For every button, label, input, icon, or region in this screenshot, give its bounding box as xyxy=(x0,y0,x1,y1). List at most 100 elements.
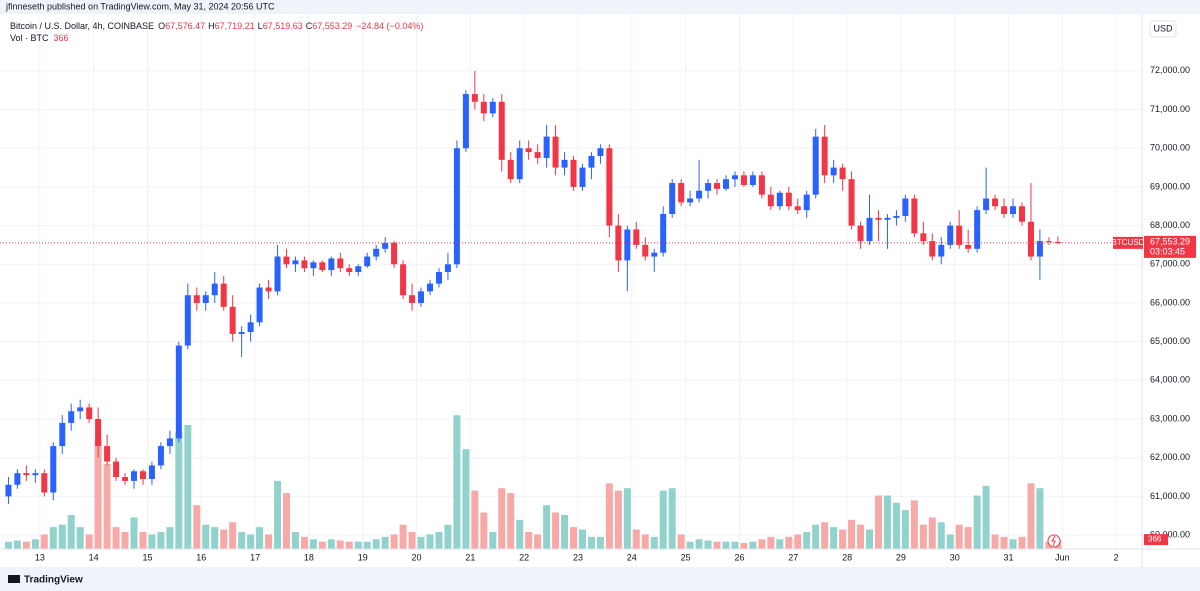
volume-bar xyxy=(426,534,434,549)
volume-bar xyxy=(883,495,891,549)
volume-bar xyxy=(641,534,649,549)
volume-bar xyxy=(256,527,264,549)
candle-body xyxy=(220,283,227,307)
ohlc-key: C xyxy=(306,21,313,31)
volume-bar xyxy=(507,493,515,549)
volume-bar xyxy=(211,527,219,549)
x-tick-label: 16 xyxy=(196,552,206,562)
volume-bar xyxy=(399,524,407,549)
volume-bar xyxy=(830,527,838,549)
candle-body xyxy=(1036,241,1043,257)
candle-body xyxy=(1010,206,1017,214)
x-tick-label: 21 xyxy=(465,552,475,562)
bottom-bar xyxy=(0,567,1200,591)
volume-bar xyxy=(821,522,829,549)
volume-bar xyxy=(955,524,963,549)
volume-bar xyxy=(614,490,622,549)
volume-value: 366 xyxy=(54,33,69,43)
candle-body xyxy=(238,331,245,334)
candle-body xyxy=(355,266,362,273)
candle-body xyxy=(364,256,371,267)
candle-body xyxy=(866,217,873,242)
candle-body xyxy=(516,148,523,180)
candle-body xyxy=(507,159,514,180)
volume-bar xyxy=(623,488,631,549)
candle-body xyxy=(687,198,694,203)
volume-bar xyxy=(605,483,613,549)
volume-bar xyxy=(417,536,425,549)
volume-bar xyxy=(578,529,586,549)
candle-body xyxy=(453,148,460,265)
candle-body xyxy=(319,262,326,271)
volume-bar xyxy=(1027,483,1035,549)
published-line: jfinneseth published on TradingView.com,… xyxy=(5,1,275,11)
candle-body xyxy=(642,244,649,257)
volume-bar xyxy=(238,531,246,549)
volume-bar xyxy=(1036,488,1044,549)
volume-bar xyxy=(327,539,335,549)
volume-bar xyxy=(202,524,210,549)
candle-body xyxy=(722,179,729,189)
candle-body xyxy=(561,159,568,168)
candle-body xyxy=(373,248,380,257)
ohlc-key: H xyxy=(208,21,215,31)
volume-bar xyxy=(166,527,174,549)
last-price-label: 67,553.29 xyxy=(1150,236,1190,246)
volume-bar xyxy=(193,505,201,549)
candle-body xyxy=(1045,241,1052,243)
volume-bar xyxy=(570,527,578,549)
x-tick-label: Jun xyxy=(1055,552,1070,562)
volume-bar xyxy=(991,534,999,549)
volume-bar xyxy=(901,510,909,549)
y-tick-label: 69,000.00 xyxy=(1150,181,1190,191)
candle-body xyxy=(68,411,75,423)
candle-body xyxy=(166,438,173,447)
candle-body xyxy=(911,198,918,234)
candle-body xyxy=(767,194,774,207)
volume-bar xyxy=(982,485,990,549)
candle-body xyxy=(839,167,846,180)
candle-body xyxy=(274,256,281,292)
volume-bar xyxy=(919,524,927,549)
x-tick-label: 23 xyxy=(573,552,583,562)
candle-body xyxy=(848,179,855,226)
volume-bar xyxy=(435,531,443,549)
candle-body xyxy=(256,287,263,323)
volume-bar xyxy=(587,536,595,549)
y-tick-label: 65,000.00 xyxy=(1150,336,1190,346)
candle-body xyxy=(489,101,496,114)
volume-bar xyxy=(4,541,12,549)
x-tick-label: 22 xyxy=(519,552,529,562)
volume-bar xyxy=(749,541,757,549)
candle-body xyxy=(444,264,451,273)
x-tick-label: 2 xyxy=(1114,552,1119,562)
ohlc-key: O xyxy=(158,21,165,31)
candle-body xyxy=(480,101,487,114)
y-tick-label: 62,000.00 xyxy=(1150,452,1190,462)
volume-bar xyxy=(704,540,712,549)
volume-bar xyxy=(103,463,111,549)
x-tick-label: 27 xyxy=(788,552,798,562)
candle-body xyxy=(1054,241,1061,243)
volume-bar xyxy=(453,415,461,549)
candle-body xyxy=(157,446,164,466)
volume-bar xyxy=(758,539,766,549)
candle-body xyxy=(86,407,93,420)
volume-bar xyxy=(1018,536,1026,549)
volume-bar xyxy=(937,522,945,549)
y-tick-label: 64,000.00 xyxy=(1150,375,1190,385)
candle-body xyxy=(669,183,676,214)
volume-bar xyxy=(489,531,497,549)
candle-body xyxy=(821,136,828,176)
brand: TradingView xyxy=(24,575,83,586)
volume-bar xyxy=(812,524,820,549)
x-tick-label: 19 xyxy=(358,552,368,562)
volume-bar xyxy=(274,480,282,549)
volume-bar xyxy=(112,527,120,549)
candle-body xyxy=(830,167,837,176)
x-tick-label: 24 xyxy=(627,552,637,562)
volume-bar xyxy=(408,531,416,549)
candle-body xyxy=(462,94,469,149)
ohlc-value: 67,576.47 xyxy=(165,21,205,31)
candle-body xyxy=(211,283,218,296)
